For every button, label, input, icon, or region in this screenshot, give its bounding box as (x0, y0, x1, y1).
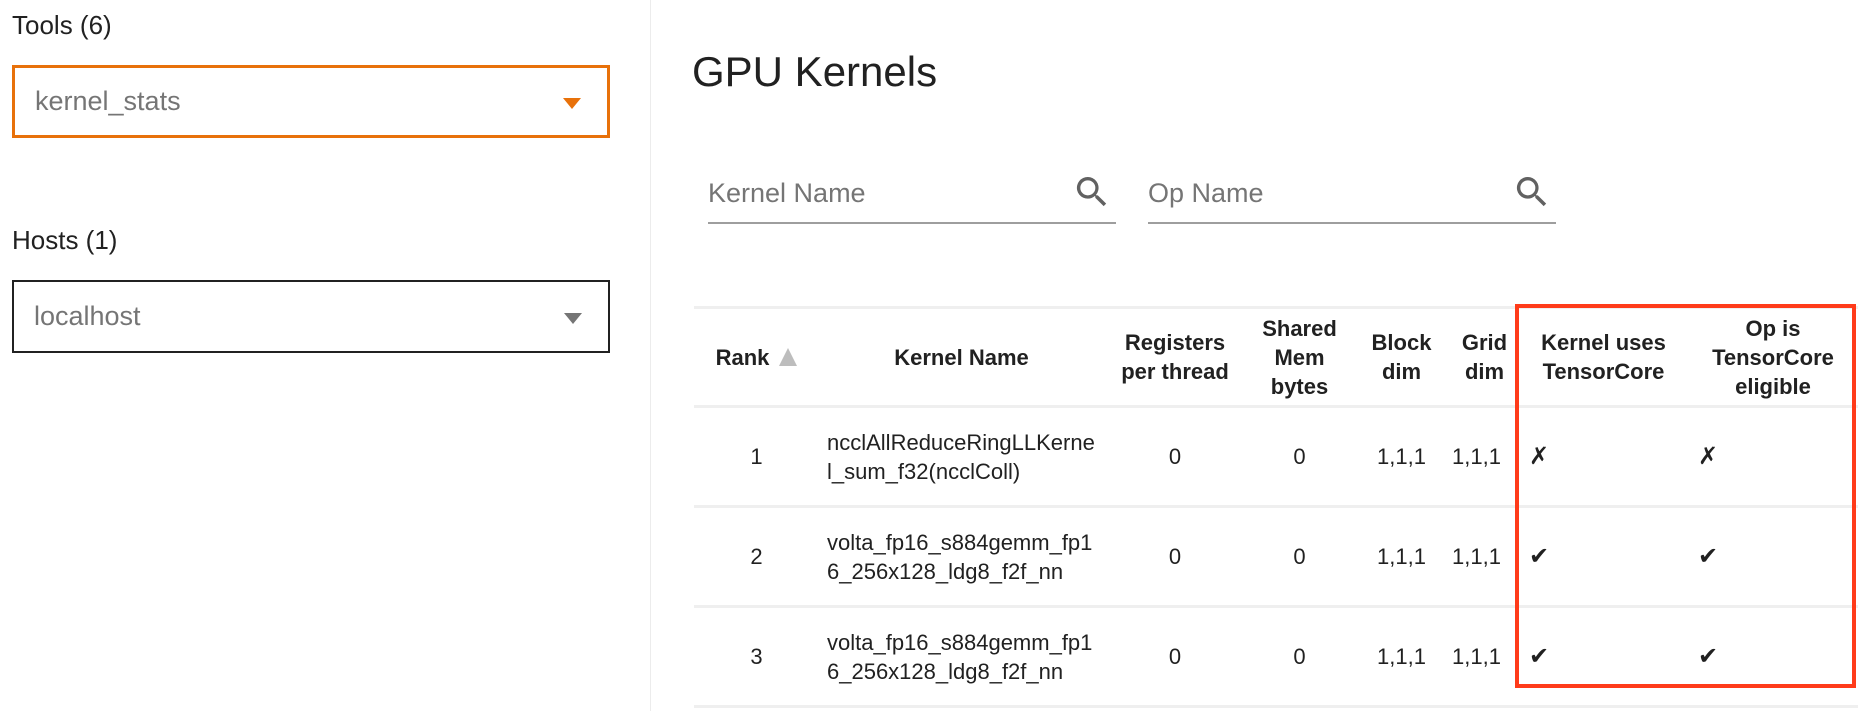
dropdown-arrow-icon (564, 312, 582, 324)
sort-ascending-icon[interactable] (779, 347, 798, 366)
registers-cell: 0 (1104, 406, 1246, 508)
column-header-op-tensorcore-eligible[interactable]: Op is TensorCore eligible (1688, 306, 1858, 408)
op-name-search-input[interactable]: Op Name (1148, 160, 1556, 224)
search-icon[interactable] (1512, 172, 1552, 212)
op-tensorcore-eligible-cell: ✗ (1688, 406, 1858, 508)
search-icon[interactable] (1072, 172, 1112, 212)
hosts-select[interactable]: localhost (12, 280, 610, 353)
kernel-stats-table: Rank Kernel Name Registers per thread Sh… (694, 306, 1858, 708)
registers-cell: 0 (1104, 506, 1246, 608)
kernel-name-search-input[interactable]: Kernel Name (708, 160, 1116, 224)
column-header-kernel-name[interactable]: Kernel Name (819, 306, 1104, 408)
op-tensorcore-eligible-cell: ✔ (1688, 506, 1858, 608)
rank-cell: 1 (694, 406, 819, 508)
kernel-name-placeholder: Kernel Name (708, 178, 866, 208)
table-row: 2 volta_fp16_s884gemm_fp16_256x128_ldg8_… (694, 506, 1858, 608)
column-header-grid-dim[interactable]: Grid dim (1450, 306, 1519, 408)
grid-dim-cell: 1,1,1 (1450, 606, 1519, 708)
grid-dim-cell: 1,1,1 (1450, 506, 1519, 608)
column-header-registers[interactable]: Registers per thread (1104, 306, 1246, 408)
kernel-name-cell: volta_fp16_s884gemm_fp16_256x128_ldg8_f2… (819, 506, 1104, 608)
kernel-uses-tensorcore-cell: ✗ (1519, 406, 1688, 508)
kernel-name-cell: ncclAllReduceRingLLKernel_sum_f32(ncclCo… (819, 406, 1104, 508)
hosts-select-value: localhost (34, 301, 141, 331)
shared-mem-cell: 0 (1246, 506, 1353, 608)
kernel-name-cell: volta_fp16_s884gemm_fp16_256x128_ldg8_f2… (819, 606, 1104, 708)
kernel-uses-tensorcore-cell: ✔ (1519, 606, 1688, 708)
sidebar-divider (650, 0, 651, 711)
table-row: 1 ncclAllReduceRingLLKernel_sum_f32(nccl… (694, 406, 1858, 508)
grid-dim-cell: 1,1,1 (1450, 406, 1519, 508)
dropdown-arrow-icon (563, 97, 581, 109)
column-header-kernel-uses-tensorcore[interactable]: Kernel uses TensorCore (1519, 306, 1688, 408)
rank-cell: 3 (694, 606, 819, 708)
column-header-block-dim[interactable]: Block dim (1353, 306, 1450, 408)
column-header-rank[interactable]: Rank (694, 306, 819, 408)
tools-select-value: kernel_stats (35, 86, 181, 116)
hosts-label: Hosts (1) (12, 225, 118, 255)
column-label: Rank (715, 344, 770, 370)
table-header-row: Rank Kernel Name Registers per thread Sh… (694, 306, 1858, 408)
registers-cell: 0 (1104, 606, 1246, 708)
shared-mem-cell: 0 (1246, 606, 1353, 708)
kernel-uses-tensorcore-cell: ✔ (1519, 506, 1688, 608)
page-title: GPU Kernels (692, 48, 938, 95)
tools-label: Tools (6) (12, 10, 112, 40)
column-header-shared-mem[interactable]: Shared Mem bytes (1246, 306, 1353, 408)
table-row: 3 volta_fp16_s884gemm_fp16_256x128_ldg8_… (694, 606, 1858, 708)
shared-mem-cell: 0 (1246, 406, 1353, 508)
op-tensorcore-eligible-cell: ✔ (1688, 606, 1858, 708)
rank-cell: 2 (694, 506, 819, 608)
block-dim-cell: 1,1,1 (1353, 506, 1450, 608)
block-dim-cell: 1,1,1 (1353, 406, 1450, 508)
tools-select[interactable]: kernel_stats (12, 65, 610, 138)
block-dim-cell: 1,1,1 (1353, 606, 1450, 708)
op-name-placeholder: Op Name (1148, 178, 1264, 208)
